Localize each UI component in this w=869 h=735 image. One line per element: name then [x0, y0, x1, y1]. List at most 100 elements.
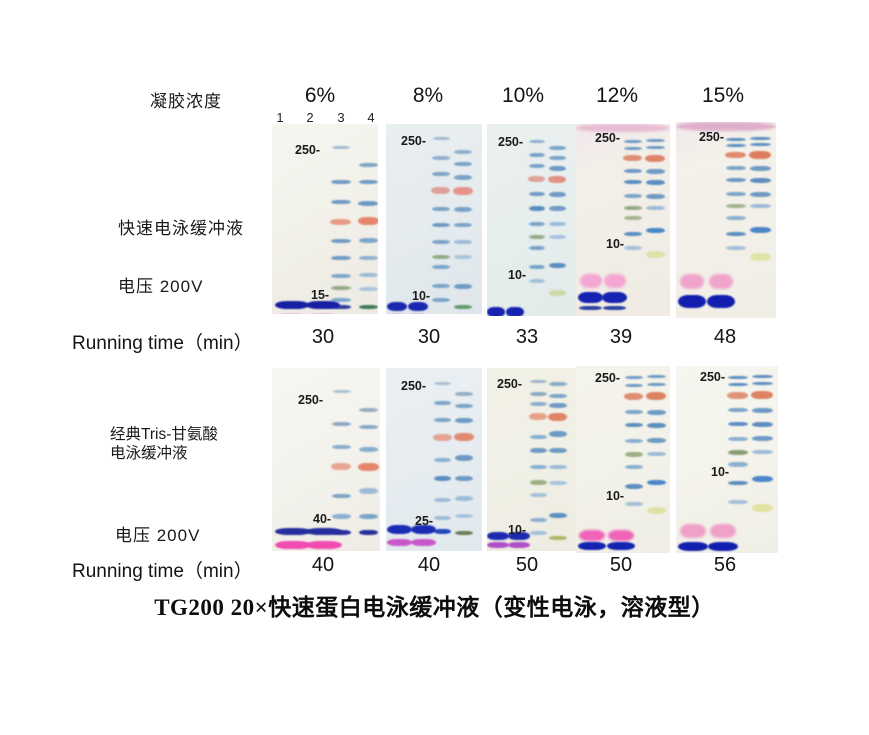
ladder-band: [455, 392, 473, 396]
ladder-band: [331, 305, 351, 309]
ladder-band: [750, 143, 771, 146]
bottom-row-buffer-line1: 经典Tris-甘氨酸: [110, 426, 218, 443]
sample-band-blue: [707, 295, 735, 308]
top-row-running-time-12: 39: [609, 326, 633, 348]
ladder-band: [728, 408, 748, 412]
ladder-band-red: [727, 392, 748, 399]
ladder-band: [549, 394, 567, 398]
ladder-band-green: [624, 216, 642, 220]
ladder-band: [549, 206, 566, 211]
sample-band-blue: [508, 532, 530, 540]
mw-marker-label: 250-: [595, 131, 621, 145]
ladder-band-red: [548, 176, 566, 183]
ladder-band: [529, 279, 545, 283]
mw-marker-label: 25-: [415, 514, 434, 528]
ladder-band-red: [624, 393, 643, 400]
mw-marker-label: 10-: [508, 523, 527, 537]
gel-concentration-label: 凝胶浓度: [150, 92, 222, 111]
ladder-band: [332, 146, 350, 149]
ladder-band: [359, 488, 378, 494]
ladder-band-green: [454, 305, 472, 309]
ladder-band: [432, 156, 450, 160]
ladder-band-yellow: [549, 536, 567, 540]
ladder-band: [530, 402, 547, 406]
sample-band-blue: [578, 292, 603, 303]
mw-marker-label: 10-: [711, 465, 730, 479]
ladder-band: [454, 162, 472, 166]
gel-background: [386, 124, 482, 314]
ladder-band: [331, 200, 351, 204]
mw-marker-label: 250-: [699, 130, 725, 144]
ladder-band: [359, 163, 378, 167]
ladder-band: [331, 180, 351, 184]
ladder-band: [434, 529, 451, 534]
bottom-row-voltage-label: 电压 200V: [115, 526, 201, 545]
ladder-band: [529, 192, 545, 196]
ladder-band: [647, 410, 666, 415]
ladder-band: [549, 263, 566, 268]
ladder-band: [359, 408, 378, 412]
ladder-band: [728, 481, 748, 485]
mw-marker-label: 10-: [606, 237, 625, 251]
ladder-band: [454, 240, 472, 244]
figure-caption: TG200 20×快速蛋白电泳缓冲液（变性电泳，溶液型）: [154, 595, 715, 620]
ladder-band-red: [646, 392, 666, 400]
ladder-band: [432, 223, 450, 227]
ladder-band: [750, 137, 771, 140]
ladder-band: [728, 376, 748, 379]
ladder-band: [454, 207, 472, 212]
ladder-band: [331, 239, 351, 243]
gel-panel-top-15pct: [676, 122, 776, 318]
ladder-band: [750, 166, 771, 171]
ladder-band-green: [530, 480, 547, 485]
ladder-band: [454, 150, 472, 154]
ladder-band: [432, 265, 450, 269]
ladder-band: [624, 180, 642, 184]
ladder-band: [529, 206, 545, 211]
gel-panel-bottom-10pct: [487, 368, 576, 551]
ladder-band-red: [645, 155, 665, 162]
sample-band-blue: [607, 542, 635, 550]
ladder-band: [625, 484, 643, 489]
ladder-band: [529, 246, 545, 250]
ladder-band: [455, 476, 473, 481]
ladder-band: [752, 375, 773, 378]
ladder-band-red: [725, 152, 746, 158]
ladder-band: [359, 530, 378, 535]
gel-panel-bottom-8pct: [386, 368, 482, 551]
ladder-band-red: [751, 391, 773, 399]
ladder-band: [432, 240, 450, 244]
ladder-band: [359, 425, 378, 429]
ladder-band: [455, 404, 473, 408]
ladder-band: [728, 462, 748, 467]
ladder-band: [331, 274, 351, 278]
gel-panel-bottom-15pct: [676, 366, 778, 553]
ladder-band: [726, 246, 746, 250]
sample-band-blue: [678, 542, 708, 551]
sample-band-blue: [578, 542, 606, 550]
sample-band-pink: [387, 539, 412, 546]
ladder-band-green: [455, 531, 473, 535]
ladder-band: [332, 530, 351, 535]
ladder-band: [455, 418, 473, 423]
ladder-band: [333, 390, 351, 393]
ladder-band: [647, 438, 666, 443]
ladder-band: [752, 422, 773, 427]
ladder-band-red: [358, 463, 379, 471]
ladder-band: [530, 448, 547, 453]
ladder-band: [549, 382, 567, 386]
gel-panel-top-10pct: [487, 124, 576, 316]
bottom-row-buffer-line2: 电泳缓冲液: [110, 445, 188, 462]
ladder-band: [647, 452, 666, 456]
ladder-band: [646, 206, 665, 210]
ladder-band: [646, 139, 665, 142]
sample-band-pink: [411, 539, 436, 546]
ladder-band: [432, 284, 450, 288]
bottom-row-running-time-6: 40: [311, 554, 335, 576]
ladder-band-red: [623, 155, 642, 161]
ladder-band: [529, 164, 545, 168]
gel-percent-12: 12%: [595, 84, 639, 107]
ladder-band: [434, 476, 451, 481]
ladder-band: [646, 169, 665, 174]
mw-marker-label: 15-: [311, 288, 330, 302]
